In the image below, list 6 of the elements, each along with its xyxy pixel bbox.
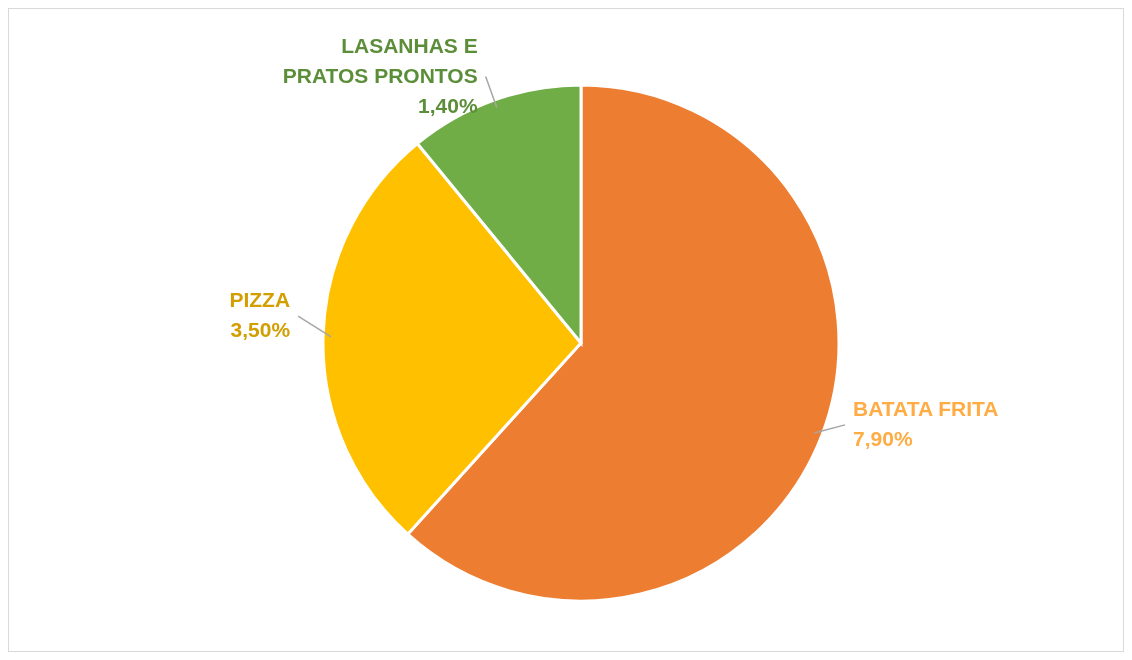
- slice-label: BATATA FRITA: [853, 396, 999, 420]
- data-label: 7,90%: [853, 426, 913, 450]
- data-label: 1,40%: [418, 93, 478, 117]
- slice-label: PIZZA: [229, 287, 291, 311]
- slice-label: LASANHAS E PRATOS PRONTOS: [282, 33, 478, 87]
- data-label: 3,50%: [230, 317, 291, 341]
